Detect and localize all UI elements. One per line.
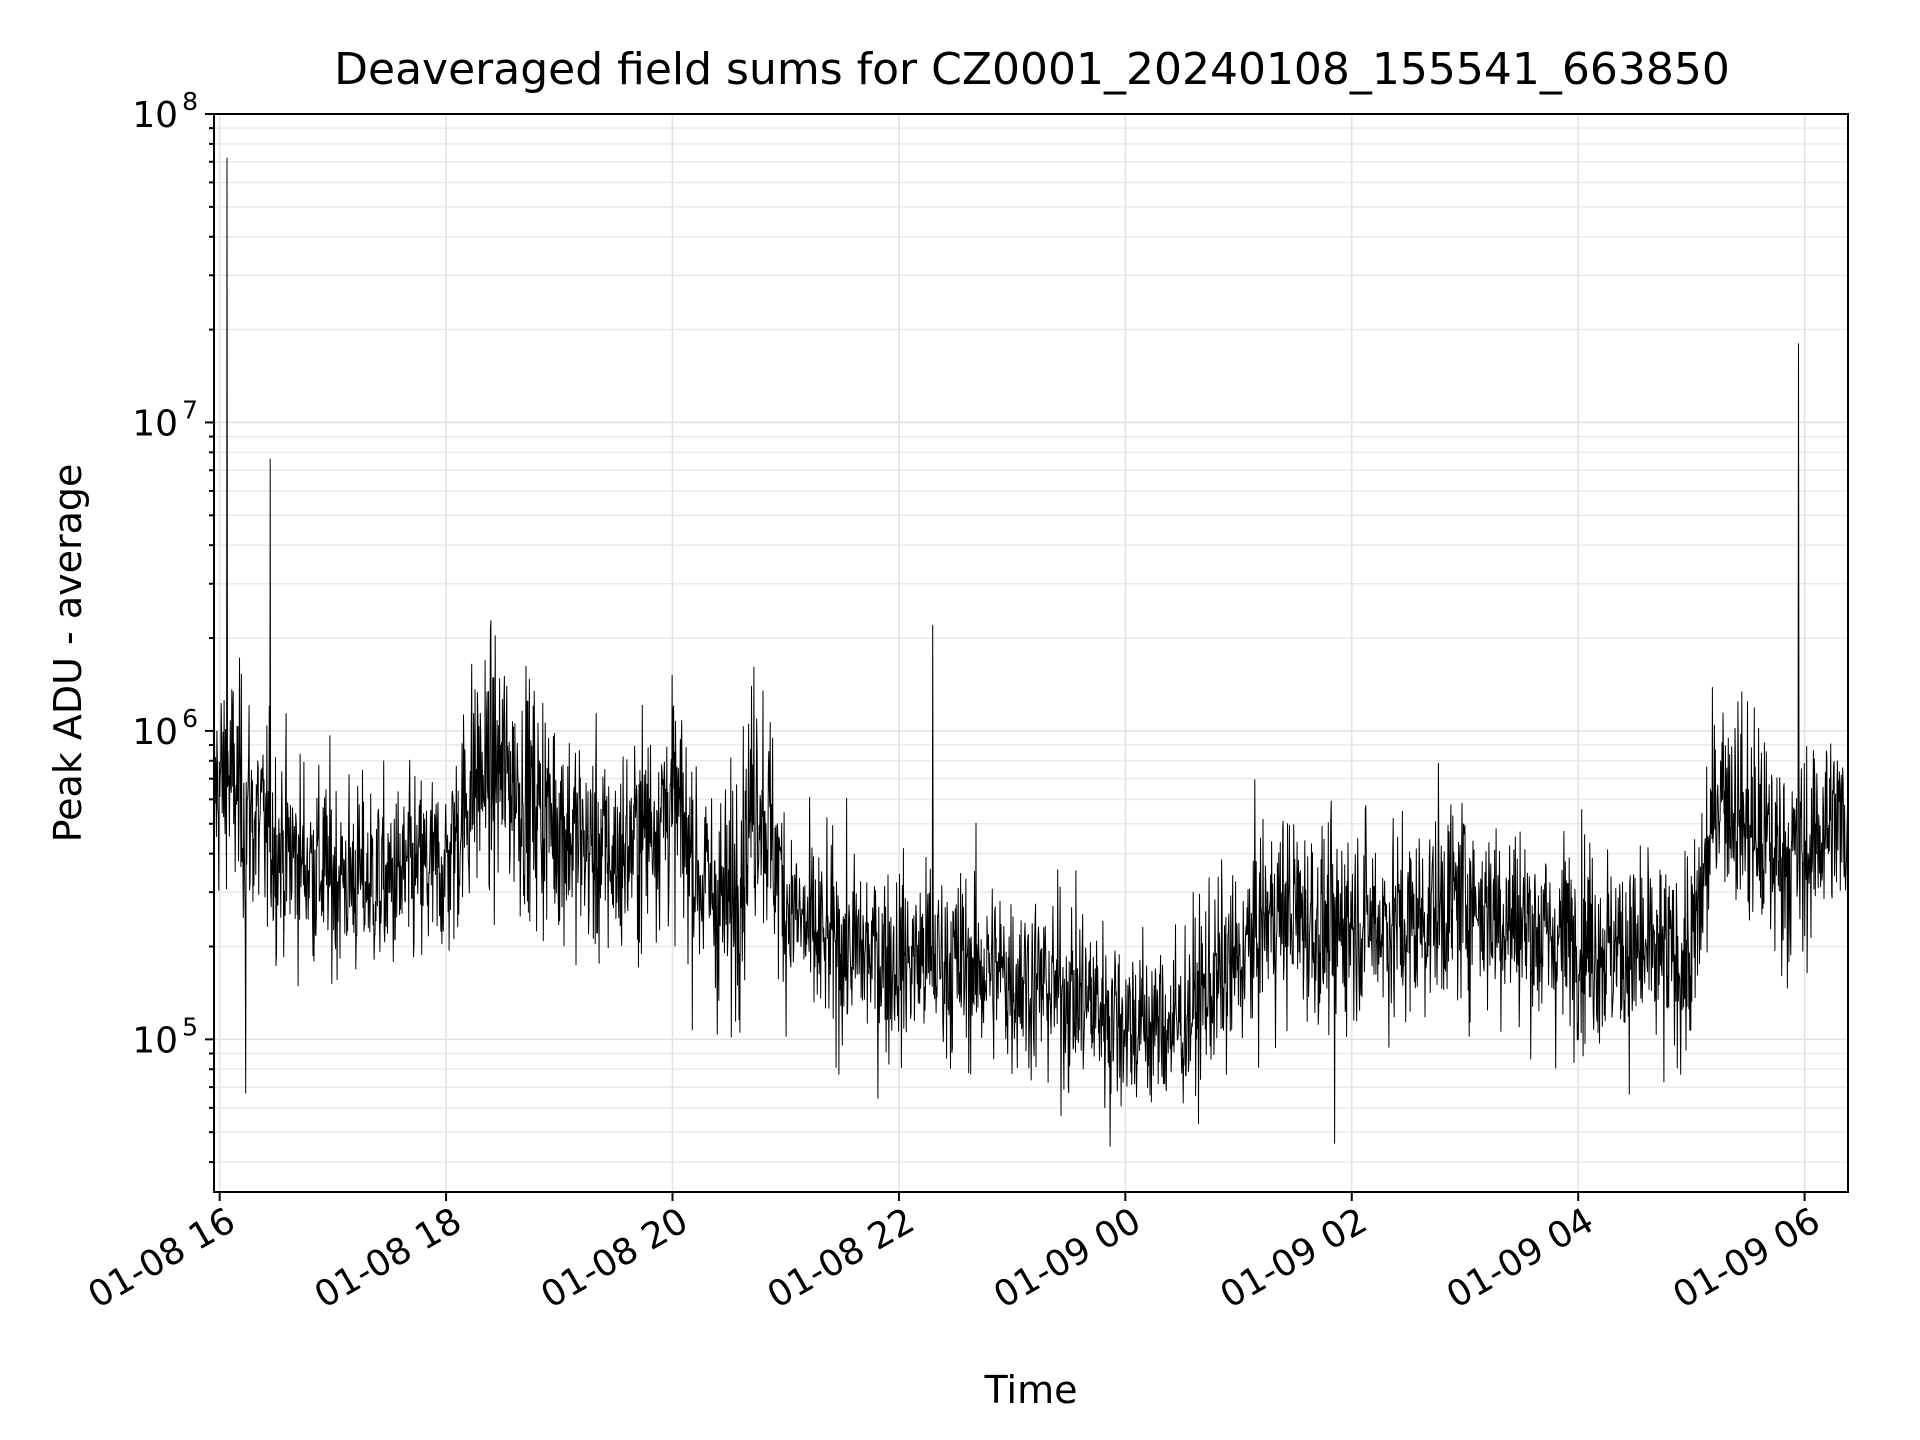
y-tick-exponent: 8 [182,87,198,116]
y-tick-label: 10 [132,712,178,753]
y-axis-label: Peak ADU - average [46,464,90,843]
x-axis-label: Time [984,1368,1078,1412]
series-line-group [214,157,1848,1147]
y-tick-exponent: 6 [182,704,198,733]
y-tick-exponent: 7 [182,395,198,424]
y-tick-label: 10 [132,403,178,444]
plot-frame [213,113,1849,1193]
y-tick-label: 10 [132,95,178,136]
y-tick-exponent: 5 [182,1012,198,1041]
y-tick-label: 10 [132,1020,178,1061]
series-line [214,157,1848,1147]
chart-title: Deaveraged field sums for CZ0001_2024010… [334,44,1730,95]
